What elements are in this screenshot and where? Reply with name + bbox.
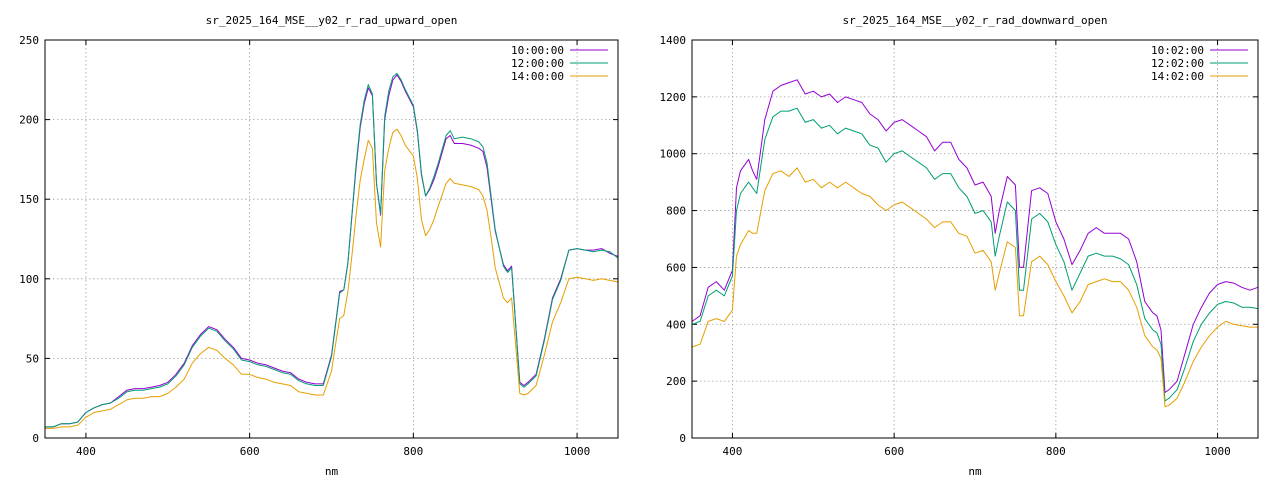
chart-2-legend-label-2: 12:02:00: [1151, 57, 1204, 70]
chart-1-y-tick-label: 0: [32, 432, 39, 445]
chart-1-y-tick-label: 250: [19, 34, 39, 47]
chart-2-plot-frame: [691, 39, 1259, 439]
chart-1-x-tick-label: 600: [240, 445, 260, 458]
chart-1-y-tick-label: 200: [19, 114, 39, 127]
chart-2-legend-label-1: 10:02:00: [1151, 44, 1204, 57]
chart-2-y-tick-label: 400: [666, 318, 686, 331]
chart-2-title: sr_2025_164_MSE__y02_r_rad_downward_open: [843, 14, 1108, 27]
chart-2-y-tick-label: 600: [666, 261, 686, 274]
chart-1-legend-label-1: 10:00:00: [511, 44, 564, 57]
chart-2-y-tick-label: 800: [666, 205, 686, 218]
chart-2-x-tick-label: 1000: [1204, 445, 1231, 458]
chart-1-legend-label-3: 14:00:00: [511, 70, 564, 83]
chart-1-y-tick-label: 150: [19, 193, 39, 206]
chart-2-x-tick-label: 400: [722, 445, 742, 458]
chart-2-x-tick-label: 600: [884, 445, 904, 458]
chart-1-plot-frame: [44, 39, 619, 439]
chart-1-series-line-1: [45, 74, 619, 428]
chart-2-series-line-3: [691, 167, 1258, 408]
chart-2-y-tick-label: 0: [679, 432, 686, 445]
chart-1-series-line-2: [45, 72, 619, 428]
chart-1-x-axis-label: nm: [325, 465, 339, 478]
chart-2-x-tick-label: 800: [1046, 445, 1066, 458]
chart-1-x-tick-label: 400: [76, 445, 96, 458]
chart-2-legend-label-3: 14:02:00: [1151, 70, 1204, 83]
chart-1-y-tick-label: 50: [26, 352, 39, 365]
chart-2-y-tick-label: 1400: [660, 34, 687, 47]
chart-2-series-line-1: [691, 79, 1259, 393]
chart-1-x-tick-label: 800: [403, 445, 423, 458]
chart-1-x-tick-label: 1000: [564, 445, 591, 458]
chart-2-series-line-2: [691, 107, 1259, 402]
chart-1-title: sr_2025_164_MSE__y02_r_rad_upward_open: [206, 14, 458, 27]
chart-1-series-line-3: [45, 128, 619, 429]
chart-2-y-tick-label: 1200: [660, 91, 687, 104]
chart-2-y-tick-label: 1000: [660, 148, 687, 161]
chart-1-legend-label-2: 12:00:00: [511, 57, 564, 70]
chart-2-x-axis-label: nm: [968, 465, 982, 478]
chart-2-y-tick-label: 200: [666, 375, 686, 388]
chart-1-y-tick-label: 100: [19, 273, 39, 286]
